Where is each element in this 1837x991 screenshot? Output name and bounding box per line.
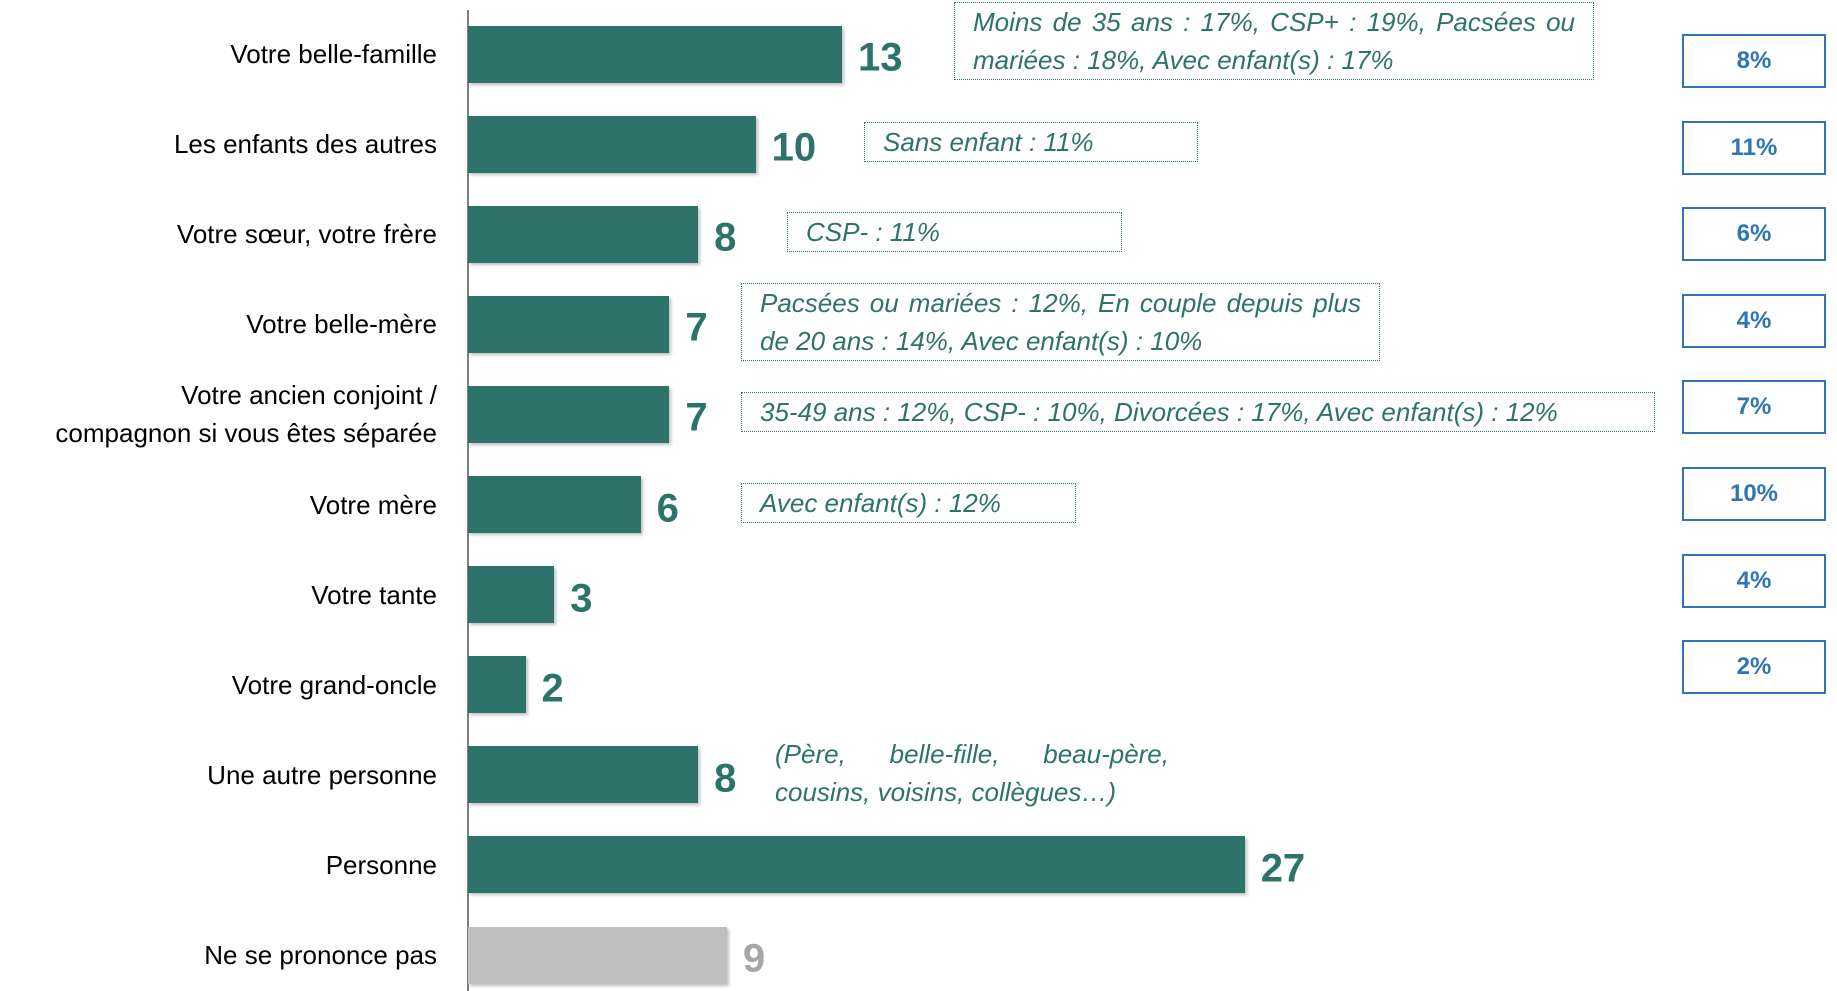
comparison-box: 8% <box>1682 34 1826 88</box>
category-label: Votre belle-famille <box>230 39 437 69</box>
bar <box>468 25 842 83</box>
comparison-box: 4% <box>1682 293 1826 348</box>
value-label: 10 <box>771 125 817 170</box>
category-label: Votre sœur, votre frère <box>176 219 437 250</box>
comparison-box: 6% <box>1682 207 1826 262</box>
axis-line <box>467 10 469 991</box>
value-label: 2 <box>541 666 564 711</box>
comparison-box: 4% <box>1682 553 1826 608</box>
bar <box>468 926 727 984</box>
bar <box>468 476 641 533</box>
category-label: Votre ancien conjoint / compagnon si vou… <box>55 380 437 449</box>
category-label: Votre mère <box>309 489 437 520</box>
bar <box>468 295 670 353</box>
value-label: 8 <box>714 215 737 260</box>
comparison-box: 11% <box>1682 120 1826 175</box>
annotation: 35-49 ans : 12%, CSP- : 10%, Divorcées :… <box>741 392 1655 433</box>
category-label: Ne se prononce pas <box>204 940 437 970</box>
category-label: Votre belle-mère <box>246 309 437 340</box>
value-label: 8 <box>714 756 737 801</box>
bar <box>468 115 756 173</box>
category-label: Personne <box>325 849 437 880</box>
value-label: 7 <box>685 305 708 350</box>
comparison-box: 2% <box>1682 640 1826 695</box>
value-label: 27 <box>1260 846 1306 891</box>
comparison-box: 10% <box>1682 467 1826 521</box>
category-label: Les enfants des autres <box>173 129 437 160</box>
comparison-box: 7% <box>1682 380 1826 435</box>
annotation: Pacsées ou mariées : 12%, En couple depu… <box>741 283 1380 362</box>
value-label: 9 <box>742 936 766 981</box>
value-label: 7 <box>685 395 708 440</box>
value-label: 6 <box>656 486 679 530</box>
value-label: 3 <box>570 576 593 621</box>
annotation: Avec enfant(s) : 12% <box>741 482 1076 523</box>
annotation: Moins de 35 ans : 17%, CSP+ : 19%, Pacsé… <box>954 2 1594 80</box>
value-label: 13 <box>857 35 903 80</box>
annotation: CSP- : 11% <box>787 212 1122 253</box>
bar <box>468 205 699 263</box>
bar <box>468 385 670 443</box>
bar <box>468 656 526 714</box>
annotation: Sans enfant : 11% <box>864 122 1198 163</box>
bar <box>468 836 1245 894</box>
category-label: Votre tante <box>311 579 437 610</box>
bar <box>468 566 555 624</box>
category-label: Une autre personne <box>207 759 437 790</box>
annotation: (Père, belle-fille, beau-père, cousins, … <box>775 738 1169 807</box>
bar <box>468 746 699 804</box>
category-label: Votre grand-oncle <box>231 669 437 700</box>
